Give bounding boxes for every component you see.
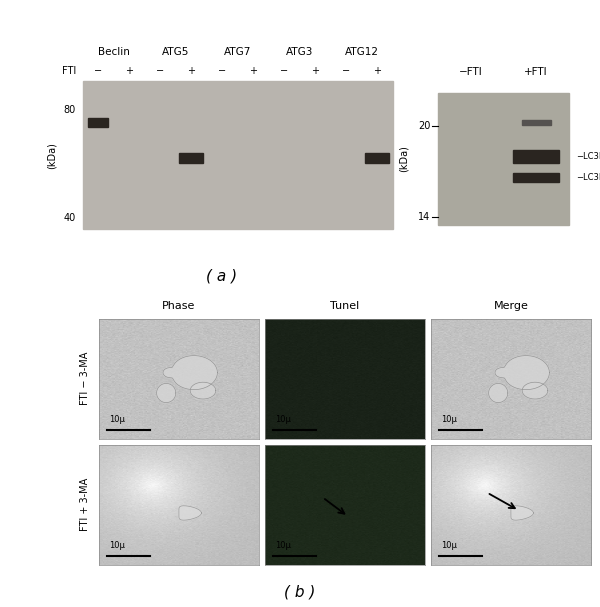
Text: +FTI: +FTI — [524, 67, 548, 77]
Polygon shape — [179, 506, 202, 520]
Bar — [514, 150, 559, 163]
Text: 80: 80 — [64, 106, 76, 115]
Bar — [83, 81, 392, 229]
Text: −: − — [94, 67, 103, 76]
Text: FTI − 3-MA: FTI − 3-MA — [80, 352, 90, 405]
Bar — [514, 173, 559, 182]
Text: ( a ): ( a ) — [206, 269, 238, 283]
Text: ATG3: ATG3 — [286, 47, 313, 57]
Text: +: + — [249, 67, 257, 76]
Text: ATG7: ATG7 — [224, 47, 251, 57]
Bar — [438, 93, 569, 225]
Text: 10μ: 10μ — [440, 541, 457, 550]
Text: FTI: FTI — [62, 67, 76, 76]
Text: Merge: Merge — [494, 300, 529, 311]
Text: +: + — [373, 67, 381, 76]
Text: +: + — [187, 67, 195, 76]
Text: ATG5: ATG5 — [162, 47, 190, 57]
Text: +: + — [311, 67, 319, 76]
Polygon shape — [163, 356, 217, 390]
Text: (kDa): (kDa) — [46, 141, 56, 169]
Text: Tunel: Tunel — [331, 300, 359, 311]
Polygon shape — [522, 382, 548, 399]
Text: 40: 40 — [64, 212, 76, 223]
Text: 10μ: 10μ — [440, 415, 457, 424]
Bar — [522, 120, 551, 125]
Text: Phase: Phase — [163, 300, 196, 311]
Text: −: − — [218, 67, 226, 76]
Text: −LC3B-II: −LC3B-II — [577, 173, 600, 182]
Polygon shape — [495, 356, 550, 390]
Text: 14: 14 — [418, 212, 431, 222]
Text: FTI + 3-MA: FTI + 3-MA — [80, 478, 90, 531]
Text: (kDa): (kDa) — [398, 146, 409, 172]
Text: −FTI: −FTI — [459, 67, 483, 77]
Text: ATG12: ATG12 — [344, 47, 379, 57]
Bar — [88, 118, 109, 127]
Bar — [179, 153, 203, 163]
Text: 20: 20 — [418, 121, 431, 131]
Text: −: − — [280, 67, 288, 76]
Text: 10μ: 10μ — [275, 541, 290, 550]
Text: 10μ: 10μ — [275, 415, 290, 424]
Text: −: − — [342, 67, 350, 76]
Text: +: + — [125, 67, 133, 76]
Text: 10μ: 10μ — [109, 541, 124, 550]
Polygon shape — [511, 506, 533, 520]
Polygon shape — [488, 384, 508, 402]
Bar — [365, 153, 389, 163]
Polygon shape — [157, 384, 176, 402]
Text: Beclin: Beclin — [98, 47, 130, 57]
Text: 10μ: 10μ — [109, 415, 124, 424]
Text: −LC3B-I: −LC3B-I — [577, 152, 600, 161]
Text: ( b ): ( b ) — [284, 585, 316, 599]
Polygon shape — [190, 382, 216, 399]
Text: −: − — [156, 67, 164, 76]
